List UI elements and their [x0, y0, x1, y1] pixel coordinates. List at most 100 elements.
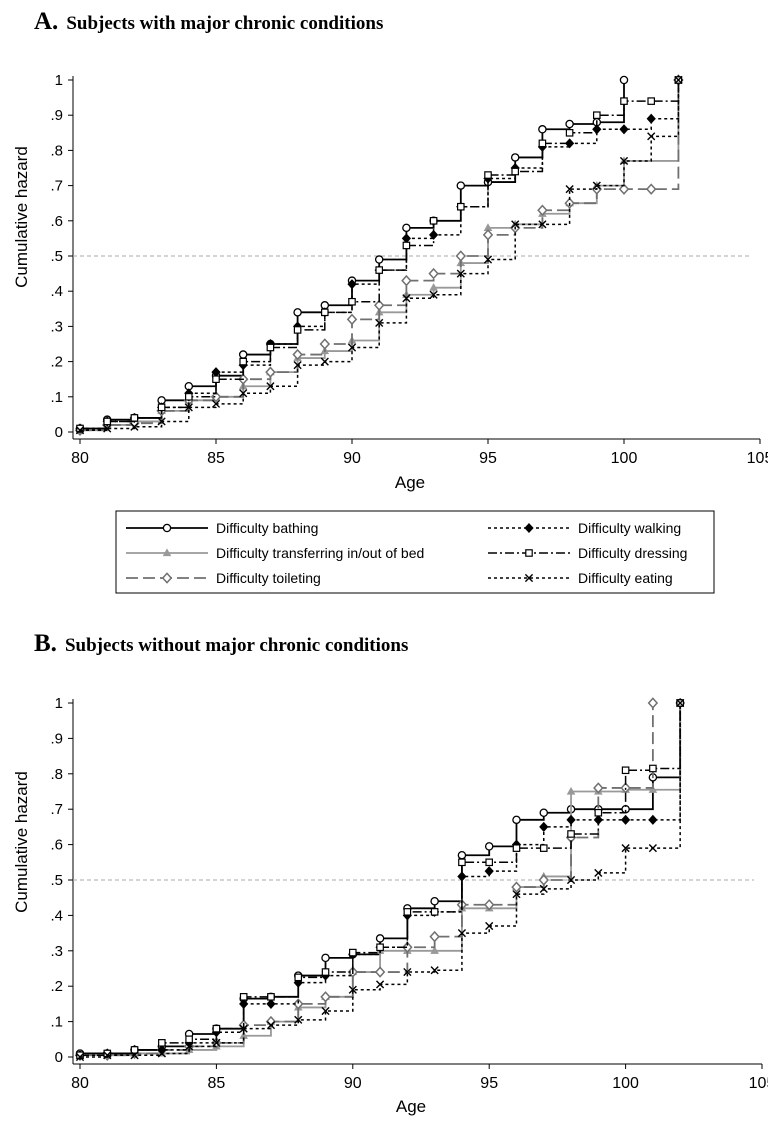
series-2-point [645, 183, 657, 195]
y-tick-label: .1 [50, 1014, 63, 1031]
series-5-point [566, 875, 576, 885]
series-2-point [455, 250, 467, 262]
y-tick-label: 0 [55, 424, 63, 441]
series-4-point [647, 97, 656, 105]
series-4-point [430, 908, 439, 916]
series-5-point [239, 389, 248, 398]
y-tick-label: .8 [50, 142, 63, 159]
series-2-point [292, 348, 303, 361]
series-4-point [457, 202, 465, 211]
y-tick-label: 1 [55, 72, 63, 89]
y-tick-label: .1 [50, 389, 63, 406]
series-3-point [619, 124, 629, 135]
series-5-point [184, 403, 193, 412]
y-tick-label: .8 [50, 766, 63, 783]
series-5-point [402, 294, 411, 303]
legend-marker-4 [525, 549, 533, 557]
series-4-point [321, 308, 329, 317]
series-4-point [592, 111, 601, 120]
series-2-point [373, 299, 385, 311]
series-4-point [458, 858, 466, 867]
y-tick-label: .3 [50, 943, 63, 960]
panel-b-title-text: Subjects without major chronic condition… [64, 635, 409, 656]
x-tick-label: 105 [747, 450, 768, 467]
plot-panel-a: 0 .1 .2 .3 .4 .5 .6 .7 .8 .9 1 80 85 90 95 100 105 Age Cum… [12, 72, 768, 594]
series-4-point [267, 993, 275, 1001]
series-5-point [130, 1051, 139, 1060]
series-4-point [512, 844, 521, 852]
x-tick-label: 95 [480, 1075, 498, 1092]
series-2-point [429, 930, 440, 943]
x-tick-label: 80 [71, 1075, 89, 1092]
series-5-point [211, 399, 221, 408]
series-5-point [538, 220, 547, 229]
series-4-point [539, 844, 548, 852]
series-3-point [566, 814, 576, 825]
series-5-point [75, 426, 85, 435]
legend-label-0: Difficulty bathing [216, 520, 318, 536]
series-5-point [212, 1038, 221, 1047]
series-5-point [676, 698, 685, 708]
series-2-point [210, 391, 222, 403]
y-tick-label: .2 [50, 978, 63, 995]
series-5-point [347, 343, 357, 352]
series-5-point [429, 290, 438, 299]
series-2-point [482, 229, 494, 241]
y-tick-label: .2 [50, 354, 63, 371]
panel-a-title: A. Subjects with major chronic conditions [34, 8, 383, 36]
series-5-point [619, 156, 629, 166]
series-2-point [483, 899, 495, 911]
series-5-point [456, 269, 465, 278]
series-0-point [321, 953, 330, 963]
series-0-point [374, 255, 384, 264]
series-4-point [402, 241, 411, 250]
series-3-point [539, 821, 549, 832]
series-3-point [646, 113, 656, 124]
legend-marker-2 [161, 572, 173, 584]
series-4-point [620, 97, 628, 105]
legend-label-1: Difficulty transferring in/out of bed [216, 545, 424, 561]
series-1-point [566, 786, 576, 795]
series-3-point [592, 124, 602, 135]
series-4-point [239, 993, 248, 1001]
y-tick-label: .9 [50, 107, 63, 124]
series-5-point [375, 980, 385, 989]
series-2-point [402, 941, 413, 953]
plot-panel-b: 0 .1 .2 .3 .4 .5 .6 .7 .8 .9 1 80 85 90 95 100 105 Age Cum… [12, 695, 768, 1116]
series-4-point [185, 1035, 193, 1044]
series-4-point [103, 1049, 112, 1058]
x-axis-label: Age [396, 1097, 426, 1116]
y-tick-label: .7 [50, 178, 63, 195]
series-0-point [510, 153, 520, 162]
y-tick-label: 0 [55, 1049, 63, 1066]
series-line-4 [80, 80, 680, 430]
x-tick-label: 90 [343, 450, 361, 467]
series-4-point [212, 1024, 221, 1033]
series-4-point [76, 424, 84, 433]
series-4-point [349, 948, 357, 957]
panel-b-title: B. Subjects without major chronic conditi… [34, 630, 408, 658]
series-0-point [539, 808, 549, 817]
x-tick-label: 95 [479, 450, 497, 467]
series-4-point [130, 414, 139, 422]
series-5-point [483, 255, 493, 264]
series-5-point [647, 132, 656, 141]
series-4-point [375, 266, 384, 274]
legend-marker-5 [524, 573, 534, 583]
series-1-point [429, 283, 438, 291]
series-4-point [239, 357, 248, 366]
series-5-point [321, 1006, 330, 1016]
x-tick-label: 80 [71, 450, 89, 467]
series-2-point [618, 183, 630, 195]
x-tick-label: 90 [344, 1075, 362, 1092]
series-5-point [512, 890, 521, 899]
series-4-point [293, 326, 302, 334]
series-2-point [293, 998, 304, 1010]
series-0-point [512, 815, 521, 825]
legend-box [115, 510, 715, 594]
x-tick-label: 85 [208, 1075, 226, 1092]
series-5-point [293, 361, 302, 370]
series-2-point [374, 966, 386, 978]
x-tick-label: 105 [749, 1075, 768, 1092]
series-4-point [594, 808, 603, 817]
